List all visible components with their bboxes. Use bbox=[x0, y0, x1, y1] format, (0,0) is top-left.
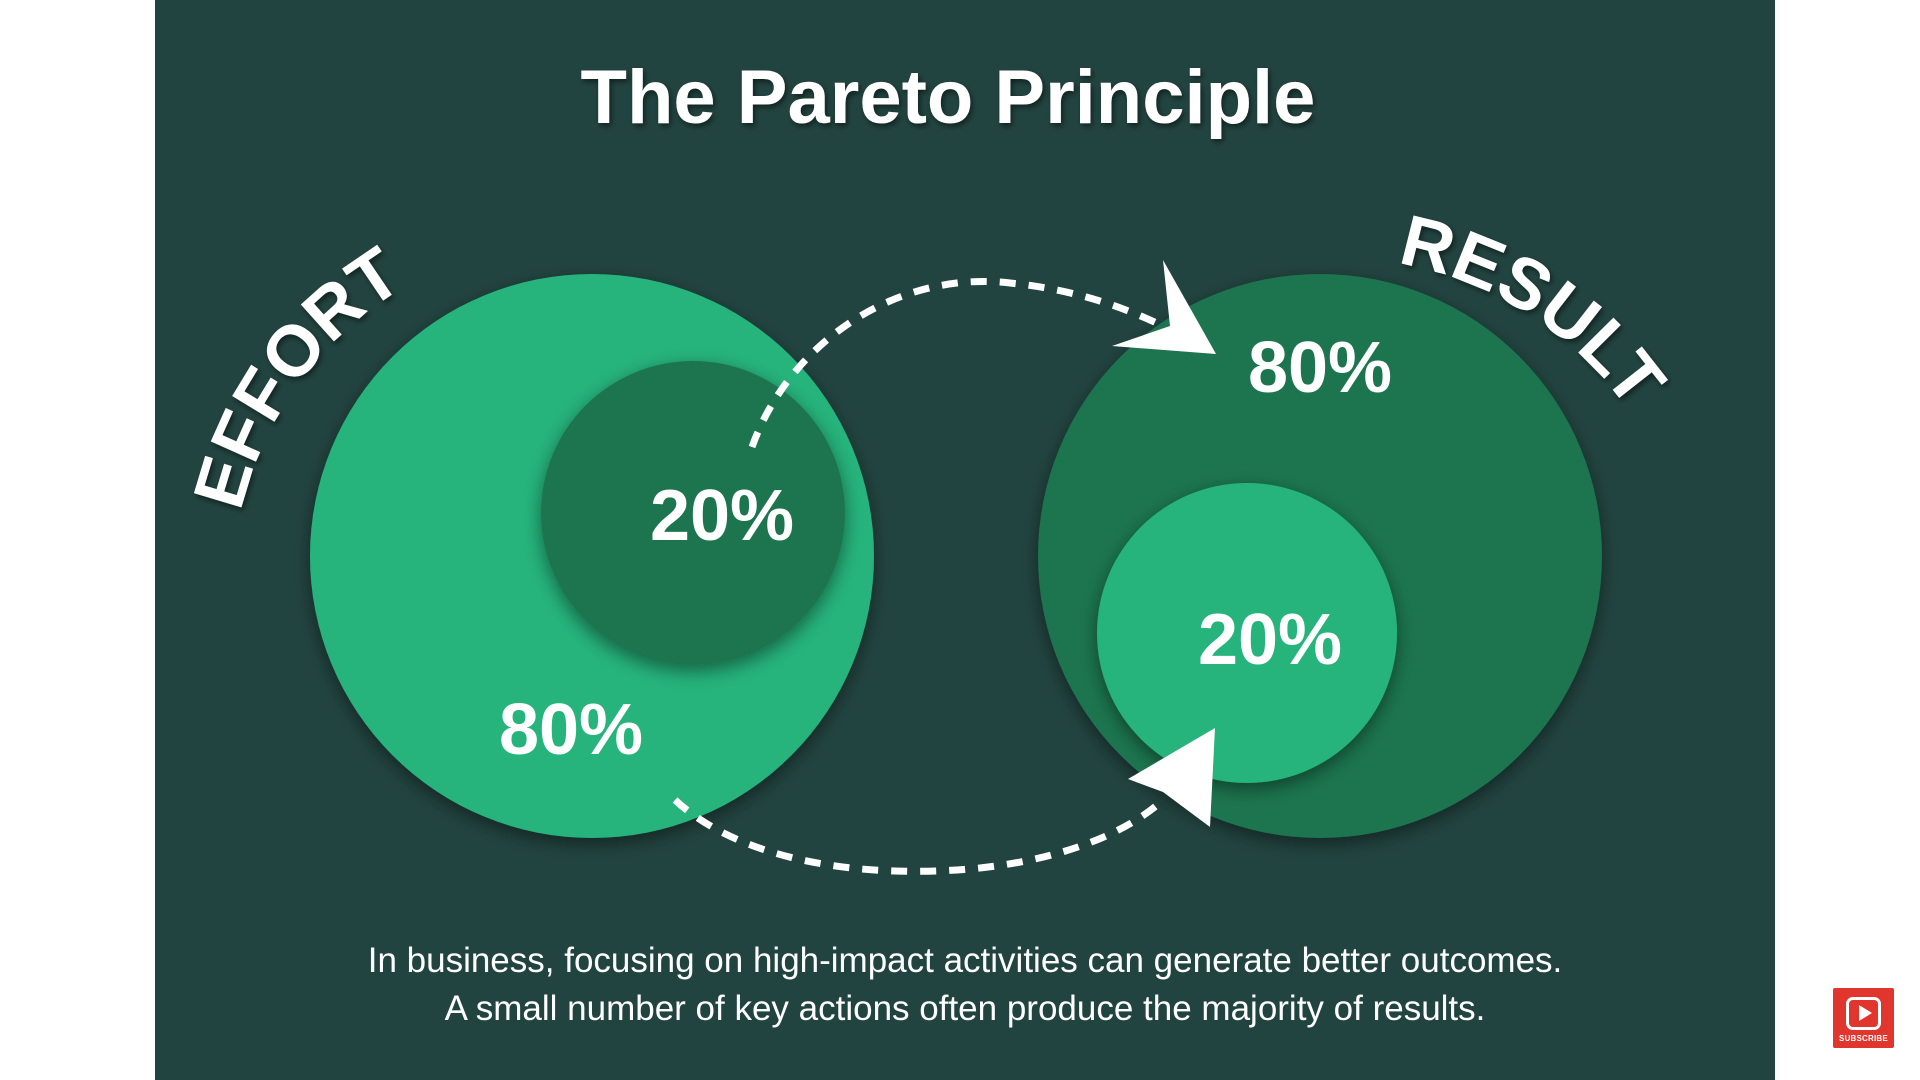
effort-group: EFFORT 20% 80% bbox=[179, 232, 874, 838]
top-arrowhead bbox=[1112, 260, 1216, 354]
caption-line-1: In business, focusing on high-impact act… bbox=[368, 941, 1563, 980]
effort-focus-circle bbox=[541, 361, 845, 665]
focus-to-results-arrow bbox=[748, 260, 1216, 449]
result-focus-circle bbox=[1097, 483, 1397, 783]
page-title: The Pareto Principle bbox=[581, 55, 1316, 140]
bottom-arrow-path bbox=[672, 797, 1166, 875]
youtube-play-icon bbox=[1846, 997, 1881, 1030]
rest-to-small-results-arrow bbox=[672, 728, 1215, 875]
play-triangle-icon bbox=[1859, 1005, 1872, 1021]
subscribe-label: SUBSCRIBE bbox=[1839, 1034, 1888, 1043]
subscribe-button[interactable]: SUBSCRIBE bbox=[1833, 988, 1894, 1048]
top-arrow-path bbox=[748, 278, 1167, 449]
result-small-share: 20% bbox=[1198, 600, 1342, 680]
result-large-share: 80% bbox=[1248, 328, 1392, 408]
caption-line-2: A small number of key actions often prod… bbox=[445, 989, 1486, 1028]
result-group: RESULT 80% 20% bbox=[1038, 200, 1680, 838]
bottom-arrowhead bbox=[1128, 728, 1215, 827]
effort-small-share: 20% bbox=[650, 476, 794, 556]
effort-large-share: 80% bbox=[499, 690, 643, 770]
